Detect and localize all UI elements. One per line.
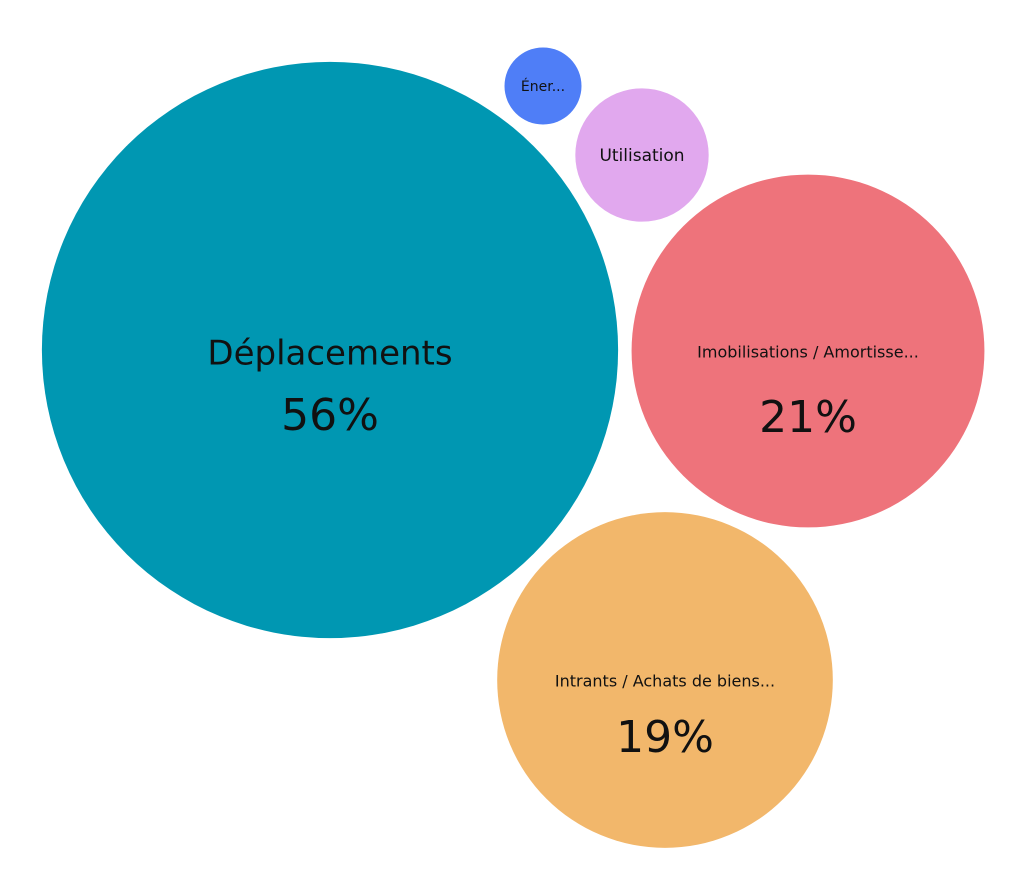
value-label: 56% bbox=[281, 390, 379, 441]
bubble-label: Utilisation bbox=[599, 146, 684, 166]
bubble-label: Imobilisations / Amortisse... bbox=[697, 343, 919, 362]
bubble-label: Éner... bbox=[521, 78, 565, 95]
bubble-label: Intrants / Achats de biens... bbox=[555, 672, 775, 691]
bubble-label: Déplacements bbox=[207, 334, 452, 374]
bubble bbox=[497, 512, 833, 848]
bubble bbox=[41, 61, 619, 639]
bubble bbox=[631, 174, 985, 528]
value-label: 21% bbox=[759, 392, 857, 443]
bubble bbox=[575, 88, 709, 222]
value-label: 19% bbox=[616, 712, 714, 763]
bubble bbox=[504, 47, 582, 125]
